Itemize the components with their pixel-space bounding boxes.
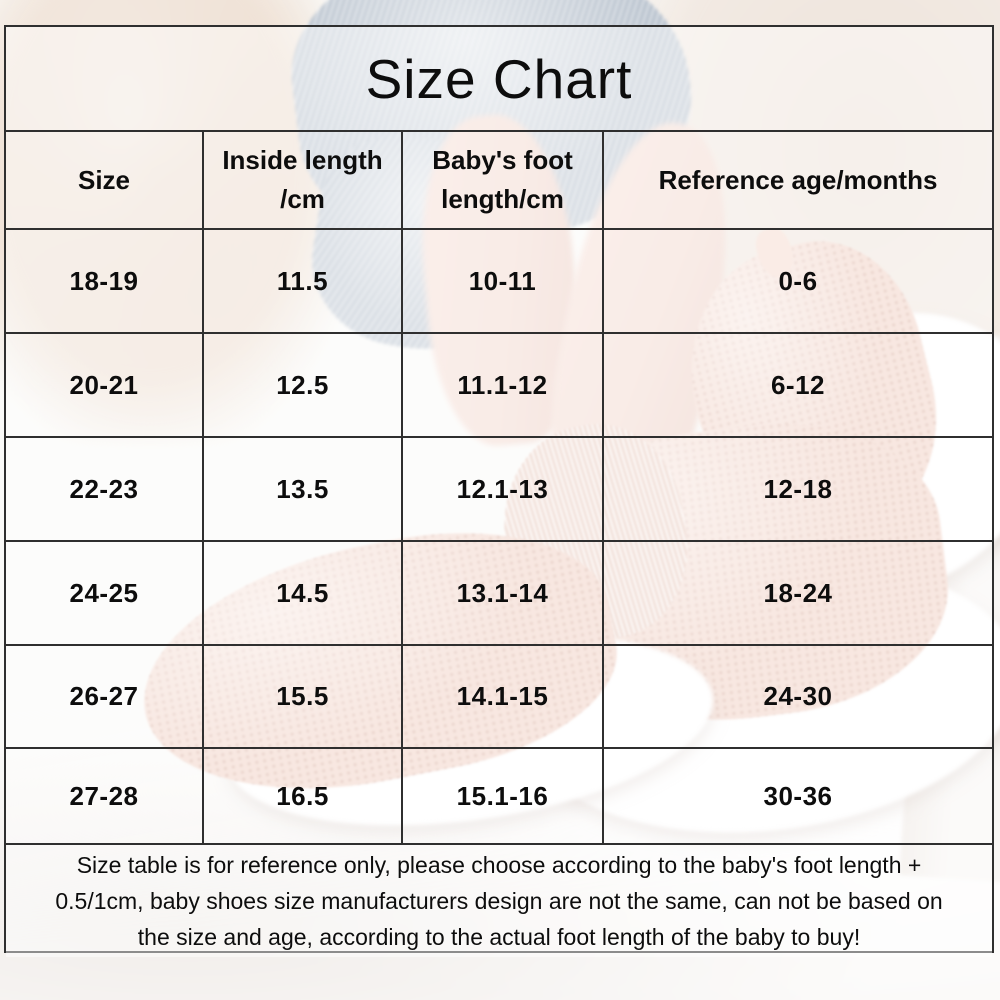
header-reference-age: Reference age/months (604, 132, 992, 230)
table-cell: 14.5 (204, 542, 403, 646)
table-cell: 13.5 (204, 438, 403, 542)
size-chart-table: Size Chart Size Inside length /cm Baby's… (4, 25, 994, 957)
table-cell: 16.5 (204, 749, 403, 845)
table-cell: 30-36 (604, 749, 992, 845)
footer-line: Size table is for reference only, please… (76, 852, 922, 878)
table-cell: 13.1-14 (403, 542, 604, 646)
table-cell: 24-30 (604, 646, 992, 749)
table-cell: 12.5 (204, 334, 403, 438)
header-size: Size (6, 132, 204, 230)
chart-title: Size Chart (6, 27, 992, 132)
table-cell: 0-6 (604, 230, 992, 334)
table-cell: 10-11 (403, 230, 604, 334)
table-cell: 26-27 (6, 646, 204, 749)
table-cell: 15.1-16 (403, 749, 604, 845)
header-inside-length: Inside length /cm (204, 132, 403, 230)
table-cell: 27-28 (6, 749, 204, 845)
header-foot-length: Baby's foot length/cm (403, 132, 604, 230)
table-cell: 12-18 (604, 438, 992, 542)
table-cell: 11.5 (204, 230, 403, 334)
table-cell: 11.1-12 (403, 334, 604, 438)
footer-line: 0.5/1cm, baby shoes size manufacturers d… (55, 888, 943, 914)
table-cell: 18-24 (604, 542, 992, 646)
table-cell: 22-23 (6, 438, 204, 542)
table-cell: 20-21 (6, 334, 204, 438)
table-cell: 14.1-15 (403, 646, 604, 749)
table-cell: 18-19 (6, 230, 204, 334)
table-cell: 12.1-13 (403, 438, 604, 542)
table-cell: 24-25 (6, 542, 204, 646)
table-cell: 6-12 (604, 334, 992, 438)
footer-note: Size table is for reference only, please… (6, 845, 992, 957)
table-cell: 15.5 (204, 646, 403, 749)
footer-line: the size and age, according to the actua… (137, 924, 861, 950)
